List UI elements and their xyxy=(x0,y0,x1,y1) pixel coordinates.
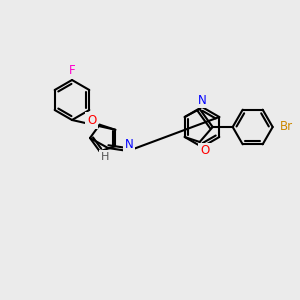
Text: Br: Br xyxy=(280,121,293,134)
Text: N: N xyxy=(198,94,207,106)
Text: H: H xyxy=(101,152,109,162)
Text: O: O xyxy=(200,145,209,158)
Text: O: O xyxy=(87,114,96,127)
Text: N: N xyxy=(124,137,134,151)
Text: F: F xyxy=(69,64,75,76)
